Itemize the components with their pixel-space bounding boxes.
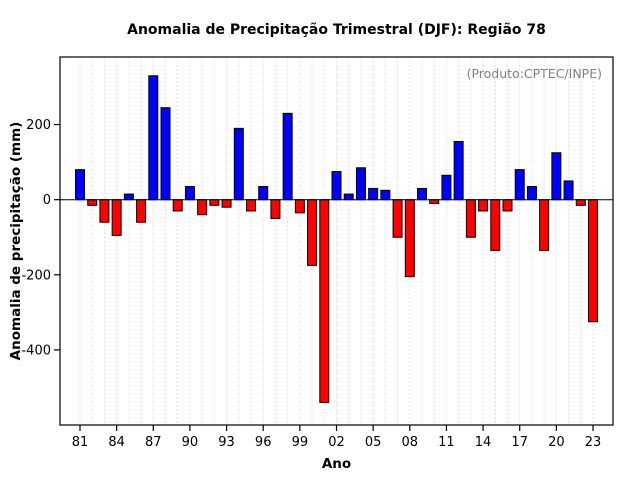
bar-04 bbox=[355, 167, 366, 201]
bar-87 bbox=[148, 75, 159, 201]
bar-21 bbox=[563, 180, 574, 201]
bar-19 bbox=[539, 199, 550, 251]
x-tick-label: 23 bbox=[585, 435, 602, 450]
bar-16 bbox=[502, 199, 513, 212]
x-axis-title: Ano bbox=[321, 456, 352, 472]
bar-00 bbox=[307, 199, 318, 266]
bar-97 bbox=[270, 199, 281, 219]
bar-88 bbox=[160, 107, 171, 201]
y-tick-label: 200 bbox=[26, 118, 51, 133]
bar-15 bbox=[490, 199, 501, 251]
bar-89 bbox=[172, 199, 183, 212]
bar-84 bbox=[111, 199, 122, 236]
x-tick-label: 93 bbox=[218, 435, 235, 450]
bar-13 bbox=[465, 199, 476, 238]
bar-02 bbox=[331, 171, 342, 201]
bar-81 bbox=[75, 169, 85, 201]
x-tick-label: 14 bbox=[475, 435, 492, 450]
bar-12 bbox=[453, 140, 464, 201]
x-tick-label: 81 bbox=[72, 435, 89, 450]
bar-22 bbox=[575, 199, 586, 206]
x-tick-label: 84 bbox=[108, 435, 125, 450]
bar-94 bbox=[233, 127, 244, 201]
x-tick-label: 20 bbox=[548, 435, 565, 450]
bar-14 bbox=[478, 199, 489, 212]
bar-03 bbox=[343, 193, 354, 201]
y-tick-label: -200 bbox=[21, 268, 51, 283]
bar-86 bbox=[136, 199, 147, 223]
bar-91 bbox=[197, 199, 208, 216]
x-tick-label: 02 bbox=[328, 435, 345, 450]
bar-05 bbox=[368, 187, 379, 201]
bar-20 bbox=[551, 152, 562, 201]
bar-11 bbox=[441, 174, 452, 201]
bar-23 bbox=[588, 199, 598, 323]
bar-90 bbox=[184, 186, 195, 201]
bar-18 bbox=[526, 186, 537, 201]
bar-07 bbox=[392, 199, 403, 238]
bar-92 bbox=[209, 199, 220, 206]
bar-17 bbox=[514, 169, 525, 201]
bar-83 bbox=[99, 199, 110, 223]
bar-09 bbox=[417, 187, 427, 201]
bar-98 bbox=[282, 112, 293, 201]
bar-82 bbox=[87, 199, 98, 206]
bar-95 bbox=[246, 199, 256, 212]
y-tick-label: 0 bbox=[43, 193, 51, 208]
x-tick-label: 05 bbox=[365, 435, 382, 450]
x-tick-label: 17 bbox=[511, 435, 528, 450]
bar-93 bbox=[221, 199, 232, 208]
x-tick-label: 11 bbox=[438, 435, 455, 450]
bar-85 bbox=[123, 193, 134, 201]
chart-title: Anomalia de Precipitação Trimestral (DJF… bbox=[127, 22, 546, 38]
bar-99 bbox=[294, 199, 305, 214]
x-tick-label: 99 bbox=[292, 435, 309, 450]
bar-01 bbox=[319, 199, 330, 403]
bar-06 bbox=[380, 189, 391, 201]
x-tick-label: 90 bbox=[182, 435, 199, 450]
y-tick-label: -400 bbox=[21, 343, 51, 358]
x-tick-label: 96 bbox=[255, 435, 272, 450]
bar-96 bbox=[258, 186, 269, 201]
x-tick-label: 08 bbox=[402, 435, 419, 450]
bar-08 bbox=[404, 199, 415, 278]
x-tick-label: 87 bbox=[145, 435, 162, 450]
bar-10 bbox=[429, 199, 440, 204]
